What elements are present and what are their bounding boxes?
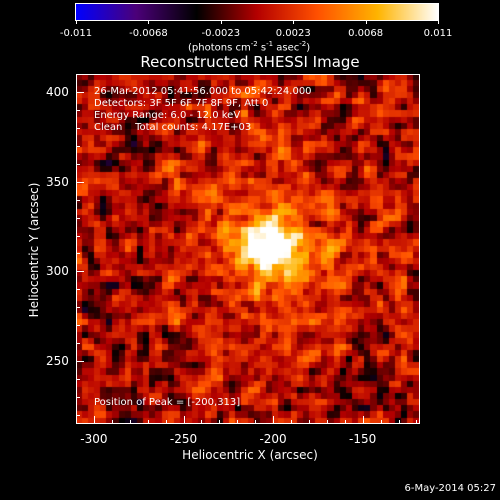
colorbar-units: (photons cm-2 s-1 asec-2): [188, 40, 311, 54]
y-major-tick: [76, 181, 84, 183]
y-minor-tick: [76, 379, 80, 381]
colorbar-tick-label: 0.011: [423, 28, 453, 39]
colorbar-tick: [438, 20, 439, 24]
x-minor-tick: [147, 420, 149, 424]
y-minor-tick: [76, 235, 80, 237]
colorbar-tick: [148, 20, 150, 24]
y-minor-tick: [76, 253, 80, 255]
y-minor-tick: [76, 397, 80, 399]
colorbar-tick: [293, 20, 295, 24]
plot-frame: [76, 74, 420, 424]
y-minor-tick: [76, 163, 80, 165]
y-minor-tick: [76, 307, 80, 309]
annotation-clean: Clean Total counts: 4.17E+03: [94, 122, 252, 133]
x-minor-tick: [416, 420, 418, 424]
x-tick-label: -250: [169, 432, 198, 446]
colorbar-tick: [365, 20, 367, 24]
y-minor-tick: [76, 127, 80, 129]
y-minor-tick: [76, 91, 80, 93]
y-minor-tick: [76, 289, 80, 291]
x-minor-tick: [291, 420, 292, 424]
x-minor-tick: [380, 420, 382, 424]
y-axis-label: Heliocentric Y (arcsec): [27, 182, 41, 318]
colorbar: [75, 3, 439, 21]
x-minor-tick: [183, 420, 185, 424]
x-minor-tick: [111, 420, 113, 424]
x-minor-tick: [308, 420, 310, 424]
y-minor-tick: [76, 361, 80, 363]
annotation-peak: Position of Peak = [-200,313]: [94, 397, 241, 408]
x-minor-tick: [93, 420, 95, 424]
image-plot-area: [76, 74, 420, 424]
y-minor-tick: [76, 217, 80, 219]
annotation-detectors: Detectors: 3F 5F 6F 7F 8F 9F, Att 0: [94, 98, 269, 109]
y-minor-tick: [76, 415, 80, 417]
annotation-energy: Energy Range: 6.0 - 12.0 keV: [94, 110, 241, 121]
y-minor-tick: [76, 343, 80, 345]
y-minor-tick: [76, 199, 80, 201]
y-minor-tick: [76, 181, 80, 183]
plot-title: Reconstructed RHESSI Image: [140, 53, 360, 71]
y-major-tick: [76, 91, 84, 93]
y-minor-tick: [76, 271, 80, 273]
colorbar-tick: [76, 20, 77, 24]
colorbar-tick-label: -0.0023: [201, 28, 241, 39]
x-minor-tick: [201, 420, 203, 424]
x-minor-tick: [326, 420, 328, 424]
rhessi-image: [76, 74, 420, 424]
y-major-tick: [76, 271, 84, 273]
y-minor-tick: [76, 74, 80, 75]
y-tick-label: 250: [46, 354, 69, 369]
y-tick-label: 300: [46, 264, 69, 279]
x-minor-tick: [398, 420, 400, 424]
x-tick-label: -150: [349, 432, 377, 446]
x-axis-label: Heliocentric X (arcsec): [182, 448, 318, 462]
annotation-time-range: 26-Mar-2012 05:41:56.000 to 05:42:24.000: [94, 86, 312, 97]
x-minor-tick: [273, 420, 275, 424]
y-tick-label: 400: [46, 84, 69, 99]
x-minor-tick: [344, 420, 346, 424]
colorbar-tick-label: -0.011: [59, 28, 93, 39]
y-minor-tick: [76, 145, 80, 147]
y-major-tick: [76, 361, 84, 363]
datestamp: 6-May-2014 05:27: [404, 483, 496, 494]
colorbar-tick-label: -0.0068: [129, 28, 168, 39]
y-minor-tick: [76, 325, 80, 327]
colorbar-tick-label: 0.0023: [275, 28, 311, 39]
x-minor-tick: [255, 420, 257, 424]
colorbar-tick-label: 0.0068: [348, 28, 384, 39]
colorbar-tick: [220, 20, 222, 24]
x-minor-tick: [129, 420, 131, 424]
x-minor-tick: [237, 420, 239, 424]
x-minor-tick: [165, 420, 167, 424]
x-tick-label: -300: [80, 432, 108, 446]
x-minor-tick: [362, 420, 364, 424]
x-minor-tick: [219, 420, 221, 424]
y-minor-tick: [76, 109, 80, 111]
x-tick-label: -200: [259, 432, 287, 446]
y-tick-label: 350: [46, 174, 69, 189]
